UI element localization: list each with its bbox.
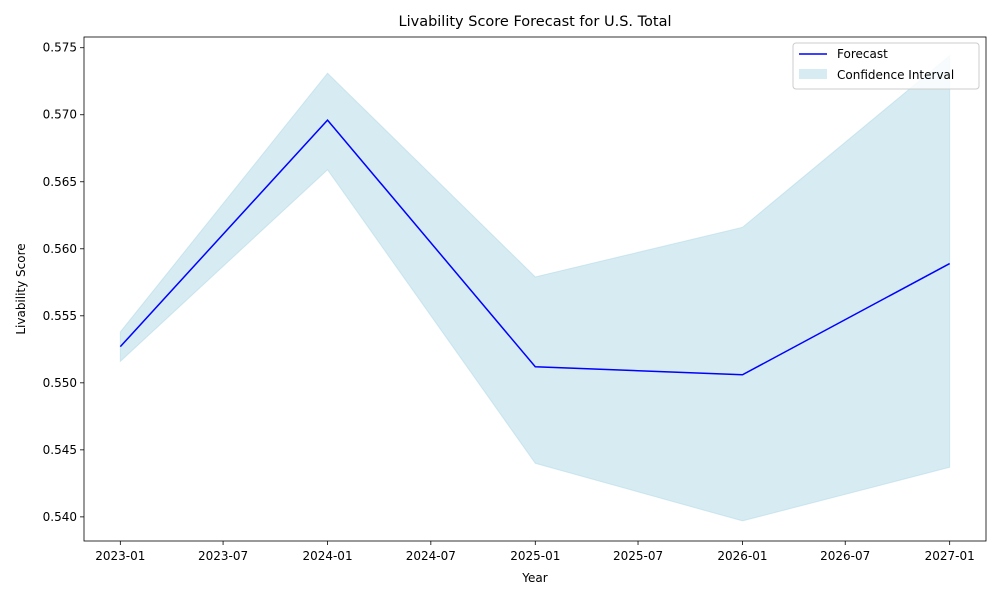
confidence-band: [119, 54, 951, 522]
y-axis-label: Livability Score: [14, 243, 28, 334]
y-axis-ticks: 0.540 0.545 0.550 0.555 0.560 0.565 0.570 0.575: [43, 41, 84, 524]
x-tick-label: 2024-07: [406, 549, 456, 563]
y-tick-label: 0.575: [43, 41, 77, 55]
legend: Forecast Confidence Interval: [792, 42, 980, 90]
legend-box: [792, 42, 980, 90]
legend-forecast-label: Forecast: [837, 47, 888, 61]
y-tick-label: 0.560: [43, 242, 77, 256]
y-tick-label: 0.550: [43, 376, 77, 390]
y-tick-label: 0.570: [43, 108, 77, 122]
forecast-line-layer: [119, 118, 951, 376]
legend-confidence-label: Confidence Interval: [837, 68, 954, 82]
y-tick-label: 0.565: [43, 175, 77, 189]
x-tick-label: 2025-07: [613, 549, 663, 563]
x-tick-label: 2027-01: [925, 549, 975, 563]
y-tick-label: 0.555: [43, 309, 77, 323]
x-tick-label: 2024-01: [302, 549, 352, 563]
legend-confidence-swatch: [799, 69, 827, 79]
x-tick-label: 2026-01: [717, 549, 767, 563]
x-tick-label: 2025-01: [510, 549, 560, 563]
y-tick-label: 0.545: [43, 443, 77, 457]
x-tick-label: 2026-07: [820, 549, 870, 563]
chart-title: Livability Score Forecast for U.S. Total: [399, 14, 672, 30]
confidence-band-layer: [119, 54, 951, 522]
x-tick-label: 2023-07: [198, 549, 248, 563]
x-axis-label: Year: [521, 571, 547, 585]
y-tick-label: 0.540: [43, 510, 77, 524]
forecast-line: [119, 118, 951, 376]
x-tick-label: 2023-01: [95, 549, 145, 563]
x-axis-ticks: 2023-01 2023-07 2024-01 2024-07 2025-01 2025-…: [95, 541, 975, 563]
